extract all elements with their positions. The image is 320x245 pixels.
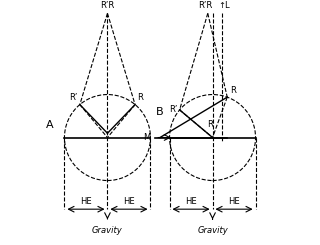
- Text: R’: R’: [169, 105, 177, 114]
- Text: ↑L: ↑L: [219, 1, 230, 10]
- Text: M: M: [143, 133, 150, 142]
- Text: B: B: [156, 107, 164, 117]
- Text: HE: HE: [80, 197, 92, 206]
- Text: HE: HE: [185, 197, 197, 206]
- Text: Gravity: Gravity: [197, 226, 228, 235]
- Text: R’R: R’R: [100, 1, 115, 10]
- Text: R: R: [138, 93, 143, 102]
- Text: Gravity: Gravity: [92, 226, 123, 235]
- Text: R: R: [230, 86, 236, 95]
- Text: HE: HE: [228, 197, 240, 206]
- Text: R: R: [207, 120, 213, 129]
- Text: R’R: R’R: [198, 1, 212, 10]
- Text: A: A: [46, 120, 54, 130]
- Text: HE: HE: [123, 197, 135, 206]
- Text: R’: R’: [69, 93, 77, 102]
